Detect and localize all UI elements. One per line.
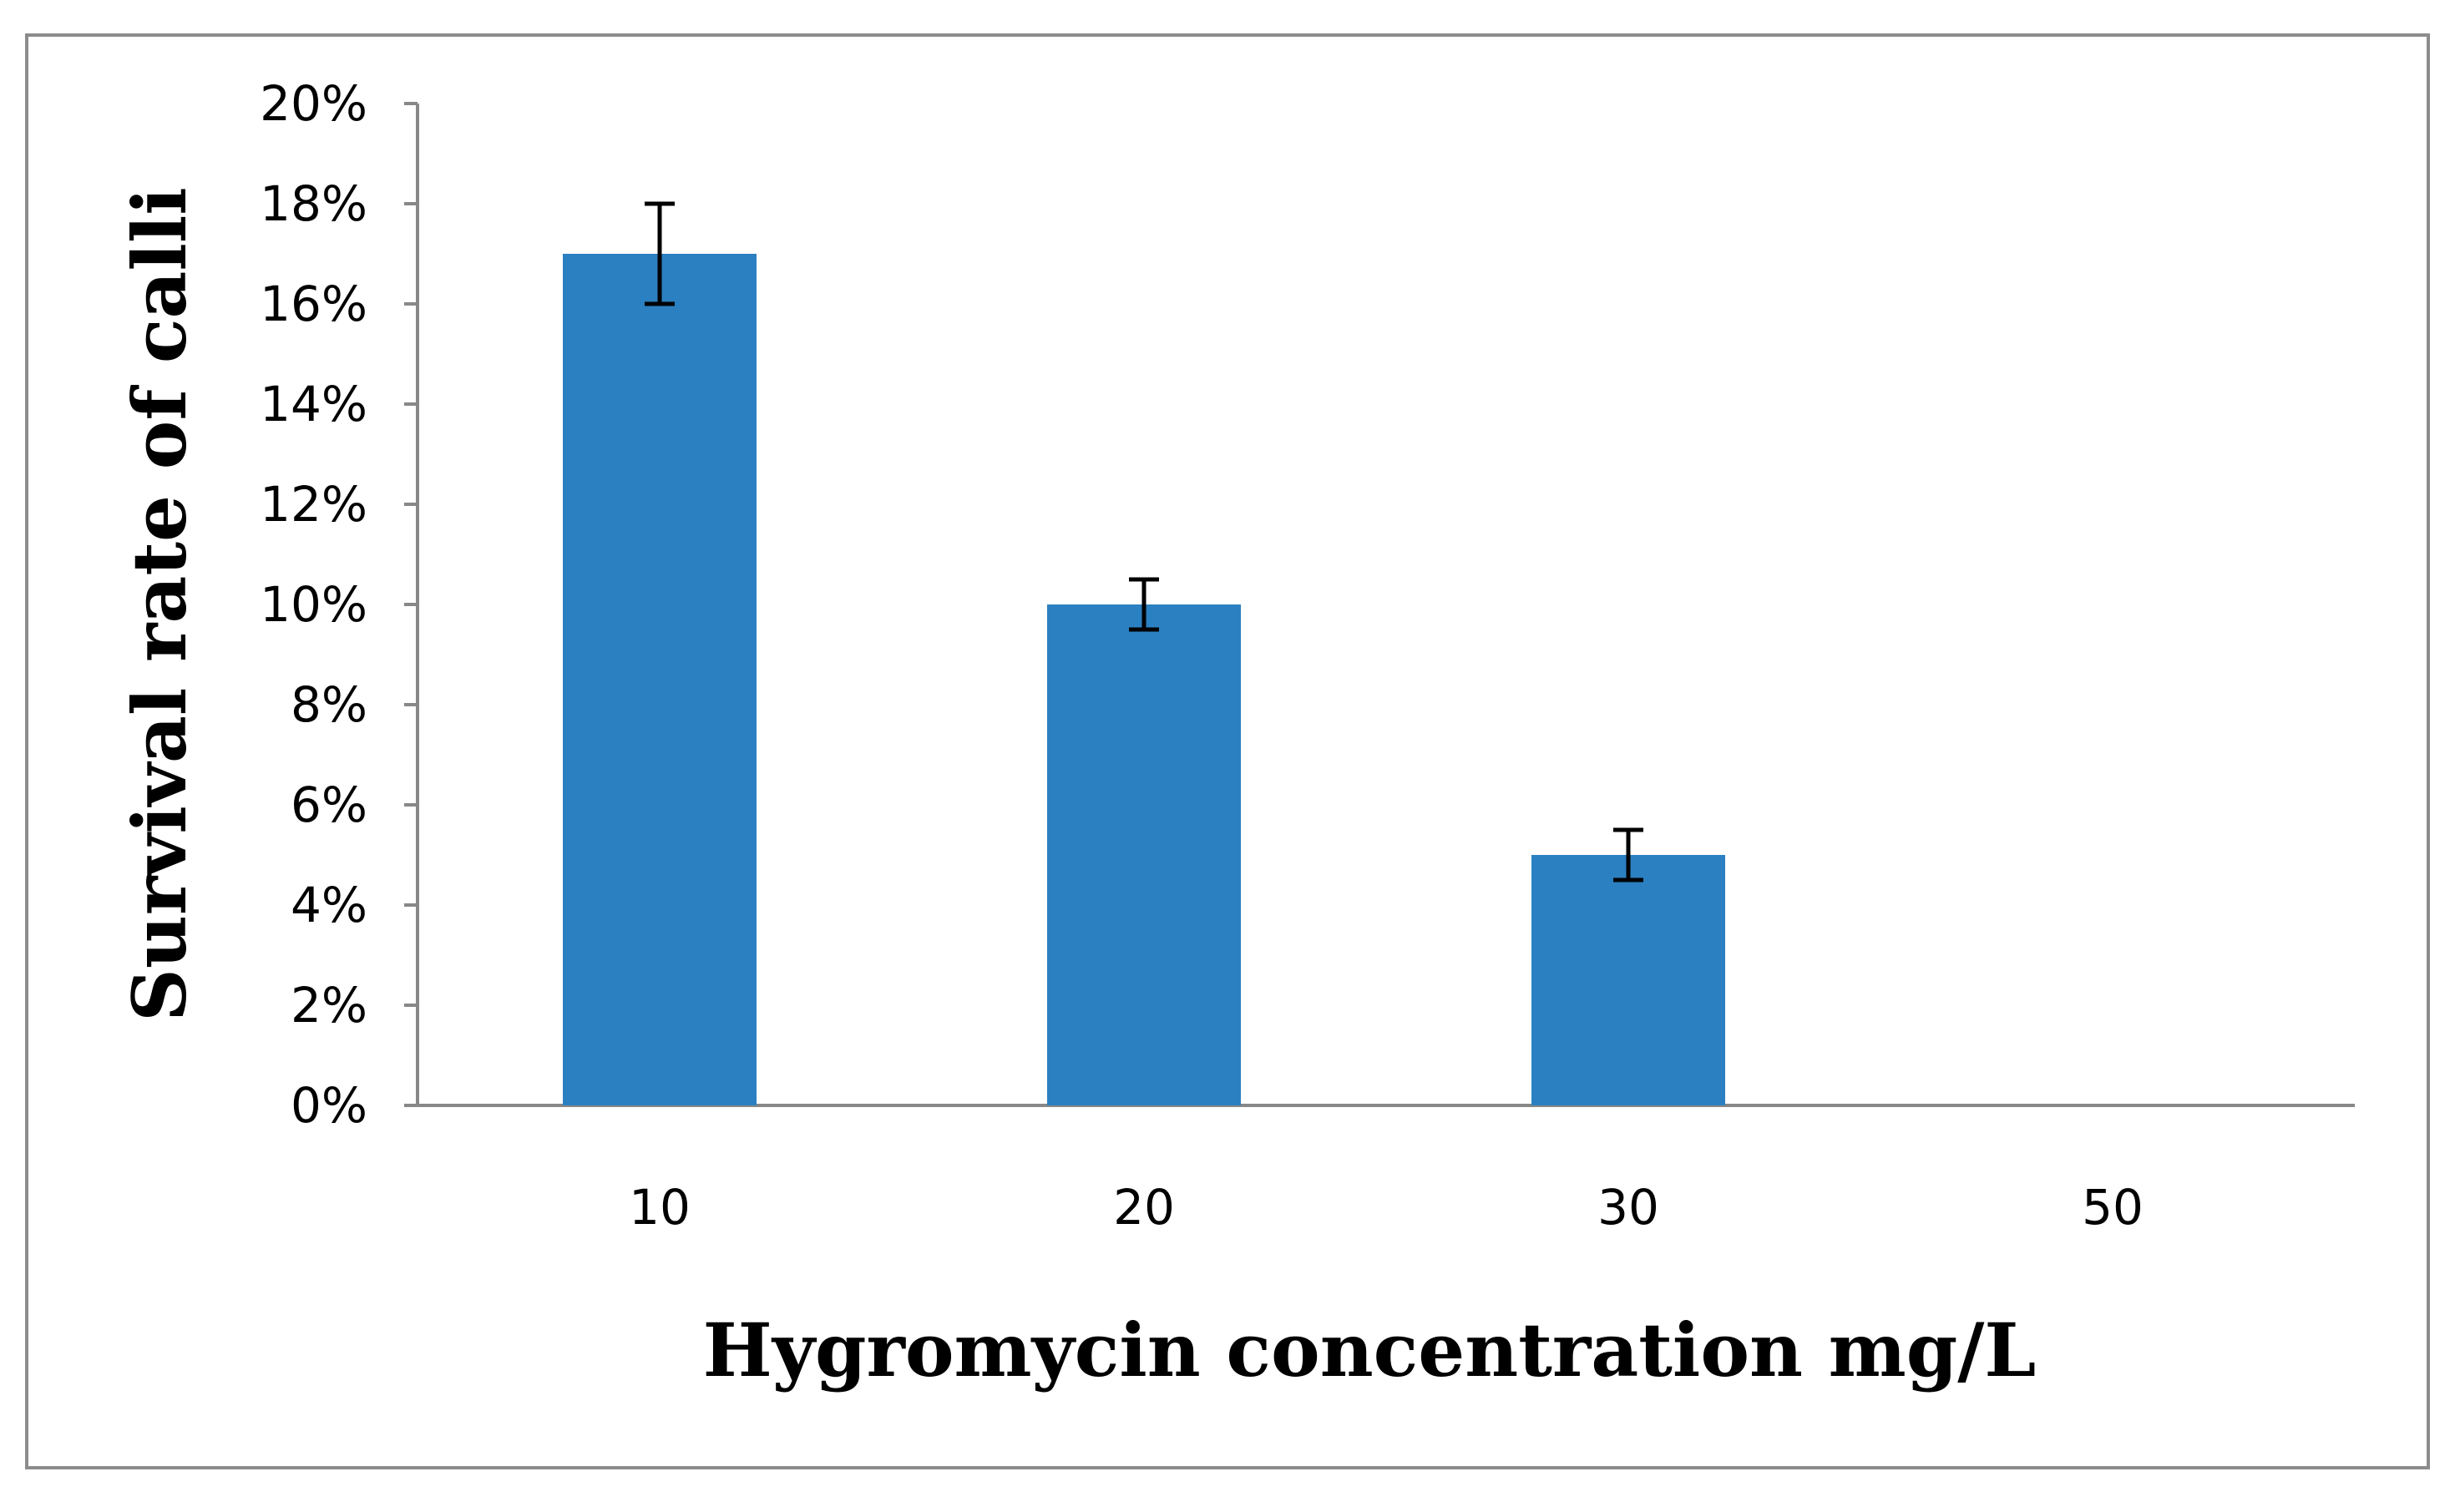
error-bar-10 <box>645 201 675 306</box>
x-tick-label: 50 <box>2082 1179 2144 1236</box>
y-tick-label: 18% <box>260 175 367 232</box>
y-tick-labels: 0% 2% 4% 6% 8% 10% 12% 14% 16% 18% 20% <box>260 75 367 1134</box>
error-bar-20 <box>1129 577 1159 632</box>
bar-30 <box>1531 855 1725 1105</box>
error-bar-30 <box>1613 827 1643 882</box>
y-tick-label: 0% <box>291 1077 367 1134</box>
bar-20 <box>1047 604 1241 1105</box>
y-tick-label: 12% <box>260 476 367 533</box>
x-tick-label: 30 <box>1597 1179 1659 1236</box>
x-axis-title: Hygromycin concentration mg/L <box>703 1307 2037 1393</box>
bar-10 <box>563 254 757 1105</box>
x-tick-label: 10 <box>629 1179 691 1236</box>
x-tick-label: 20 <box>1113 1179 1175 1236</box>
bars <box>563 254 1725 1105</box>
y-tick-label: 10% <box>260 576 367 633</box>
y-tick-label: 20% <box>260 75 367 132</box>
y-tick-label: 2% <box>291 977 367 1034</box>
error-bars <box>645 201 1643 882</box>
y-tick-label: 6% <box>291 776 367 833</box>
y-tick-label: 14% <box>260 376 367 432</box>
y-tick-label: 8% <box>291 676 367 733</box>
y-axis-title: Survival rate of calli <box>116 187 203 1021</box>
y-tick-label: 16% <box>260 276 367 332</box>
y-tick-label: 4% <box>291 877 367 933</box>
x-tick-labels: 10 20 30 50 <box>629 1179 2144 1236</box>
